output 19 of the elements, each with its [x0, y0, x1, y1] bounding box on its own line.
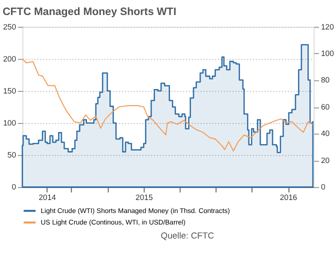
line-series — [22, 58, 314, 152]
y2-tick-label: 120 — [320, 22, 334, 32]
y2-tick-label: 100 — [320, 48, 334, 58]
y-tick-label: 100 — [3, 118, 16, 128]
y-tick-label: 200 — [3, 54, 16, 64]
y2-tick-label: 60 — [320, 102, 330, 112]
x-tick-label: 2015 — [136, 193, 153, 202]
y2-tick-label: 20 — [320, 156, 330, 165]
y2-tick-label: 80 — [320, 76, 330, 85]
y-tick-label: 0 — [12, 182, 16, 192]
source-note: Quelle: CFTC — [160, 230, 214, 241]
y-tick-label: 150 — [3, 86, 16, 96]
y2-tick-label: 0 — [320, 182, 326, 192]
y-tick-label: 50 — [7, 150, 16, 160]
y2-tick-label: 40 — [320, 129, 330, 138]
x-tick-label: 2014 — [38, 193, 57, 202]
x-tick-label: 2016 — [280, 193, 298, 202]
chart-title: CFTC Managed Money Shorts WTI — [2, 6, 176, 18]
y-tick-label: 250 — [3, 22, 16, 32]
